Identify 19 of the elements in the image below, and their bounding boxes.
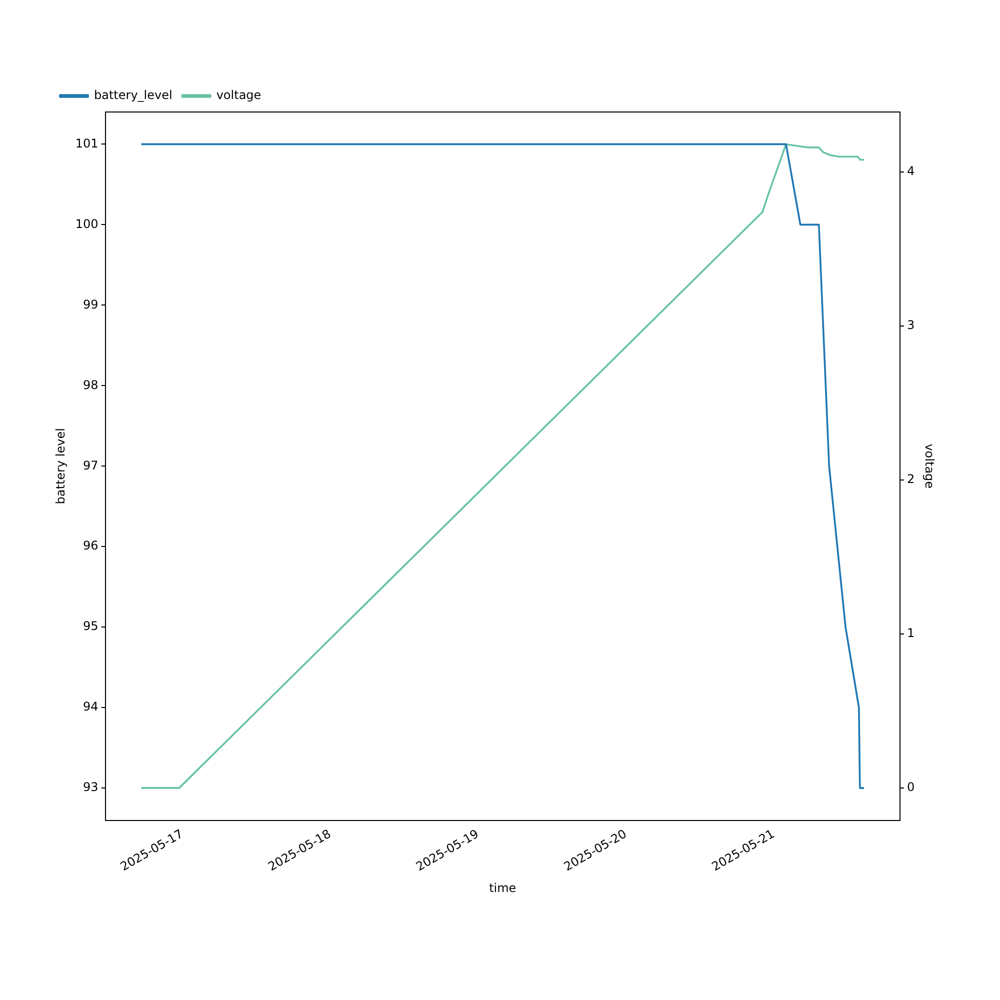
- y-tick-label: 97: [83, 458, 98, 472]
- x-axis-title: time: [489, 880, 516, 895]
- y2-axis-title: voltage: [922, 444, 937, 489]
- y-tick-label: 99: [83, 297, 98, 312]
- legend-label: battery_level: [94, 88, 172, 102]
- y-axis-title: battery level: [53, 428, 68, 504]
- y-tick-label: 93: [83, 780, 98, 794]
- y2-tick-label: 0: [906, 780, 915, 794]
- y-tick-label: 94: [83, 700, 98, 714]
- y-tick-label: 95: [83, 619, 98, 634]
- y-tick-label: 101: [75, 136, 98, 150]
- y2-tick-label: 4: [906, 164, 915, 178]
- y2-tick-label: 1: [906, 626, 915, 640]
- y2-tick-label: 2: [906, 472, 915, 486]
- y-tick-label: 100: [75, 216, 98, 231]
- y-tick-label: 98: [83, 378, 98, 392]
- y-tick-label: 96: [83, 538, 98, 553]
- y2-tick-label: 3: [906, 318, 915, 332]
- legend-label: voltage: [216, 88, 262, 102]
